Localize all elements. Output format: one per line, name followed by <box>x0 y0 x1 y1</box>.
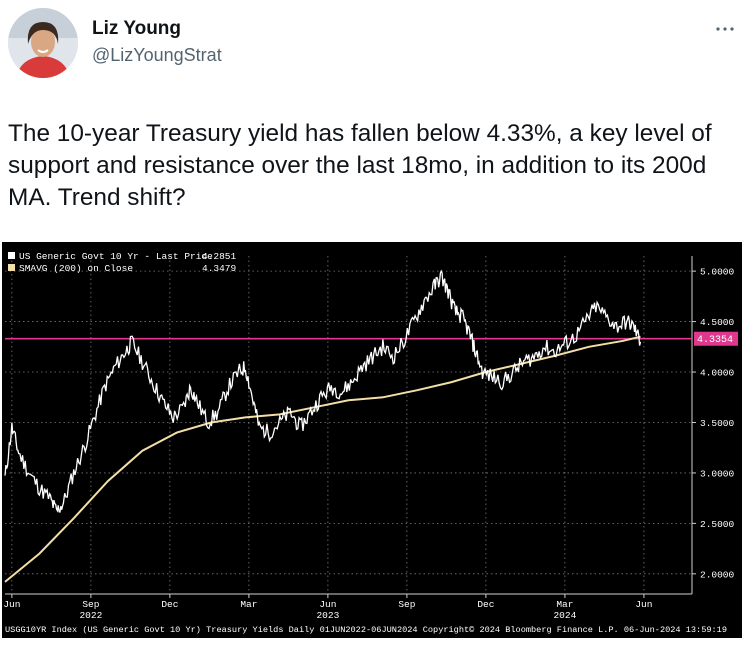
author-handle[interactable]: @LizYoungStrat <box>92 45 222 65</box>
x-tick-label: Mar <box>556 599 573 610</box>
x-tick-label: Mar <box>240 599 257 610</box>
y-axis-ticks: 5.0000 4.5000 4.0000 3.5000 3.0000 2.5000 2.00… <box>692 267 735 580</box>
x-tick-label: Jun <box>319 599 336 610</box>
y-tick-label: 3.5000 <box>700 418 735 429</box>
chart-footer: USGG10YR Index (US Generic Govt 10 Yr) T… <box>5 625 727 635</box>
x-year-label: 2023 <box>316 610 339 621</box>
x-tick-label: Jun <box>635 599 652 610</box>
y-tick-label: 4.5000 <box>700 317 735 328</box>
yield-chart: 5.0000 4.5000 4.0000 3.5000 3.0000 2.5000 2.00… <box>3 251 738 635</box>
x-tick-label: Sep <box>82 599 99 610</box>
more-horizontal-icon[interactable] <box>714 22 736 36</box>
y-tick-label: 2.0000 <box>700 569 735 580</box>
y-tick-label: 5.0000 <box>700 267 735 278</box>
x-tick-label: Jun <box>3 599 20 610</box>
tweet-text: The 10-year Treasury yield has fallen be… <box>8 120 712 211</box>
y-tick-label: 2.5000 <box>700 519 735 530</box>
legend-swatch-ma <box>8 264 15 271</box>
legend-label-ma: SMAVG (200) on Close <box>19 263 133 274</box>
legend-value-price: 4.2851 <box>202 251 237 262</box>
chart-grid <box>5 256 692 594</box>
author-name[interactable]: Liz Young <box>92 18 182 39</box>
svg-text:4.3354: 4.3354 <box>697 335 733 346</box>
avatar[interactable] <box>8 8 78 78</box>
x-tick-label: Dec <box>161 599 178 610</box>
x-year-label: 2024 <box>553 610 576 621</box>
x-tick-label: Dec <box>477 599 494 610</box>
avatar-photo <box>8 8 78 78</box>
series-line-price <box>4 269 642 513</box>
series-line-ma200 <box>4 335 641 583</box>
level-label: 4.3354 <box>694 331 738 346</box>
y-tick-label: 3.0000 <box>700 468 735 479</box>
chart-legend: US Generic Govt 10 Yr - Last Price 4.285… <box>8 251 237 274</box>
legend-label-price: US Generic Govt 10 Yr - Last Price <box>19 251 213 262</box>
x-year-label: 2022 <box>79 610 102 621</box>
x-axis-ticks: Jun Sep Dec Mar Jun Sep Dec Mar Jun 2022 2023 2024 <box>3 594 652 621</box>
legend-swatch-price <box>8 252 15 259</box>
legend-value-ma: 4.3479 <box>202 263 237 274</box>
y-tick-label: 4.0000 <box>700 368 735 379</box>
chart-image[interactable]: 5.0000 4.5000 4.0000 3.5000 3.0000 2.5000 2.00… <box>2 242 742 638</box>
x-tick-label: Sep <box>398 599 415 610</box>
